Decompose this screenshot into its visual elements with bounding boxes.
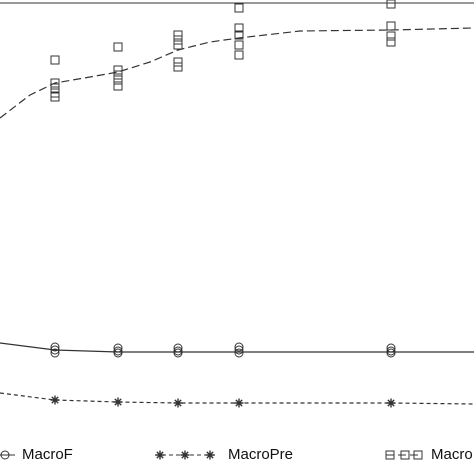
- marker-circle: [113, 348, 123, 358]
- marker-square: [113, 65, 123, 75]
- marker-square: [173, 62, 183, 72]
- legend-label: MacroPre: [228, 446, 293, 463]
- marker-square: [413, 450, 423, 460]
- marker-asterisk: [205, 450, 215, 460]
- marker-circle: [50, 345, 60, 355]
- marker-asterisk: [50, 395, 60, 405]
- marker-square: [50, 78, 60, 88]
- marker-square: [234, 40, 244, 50]
- marker-square: [173, 35, 183, 45]
- marker-circle: [234, 348, 244, 358]
- marker-square: [113, 75, 123, 85]
- marker-square: [113, 81, 123, 91]
- marker-asterisk: [234, 398, 244, 408]
- marker-square: [173, 40, 183, 50]
- marker-asterisk: [173, 398, 183, 408]
- marker-circle: [50, 348, 60, 358]
- marker-square: [234, 3, 244, 13]
- marker-square: [386, 31, 396, 41]
- marker-circle: [50, 342, 60, 352]
- marker-asterisk: [180, 450, 190, 460]
- marker-square: [234, 30, 244, 40]
- marker-square: [113, 70, 123, 80]
- marker-square: [234, 23, 244, 33]
- marker-circle: [173, 348, 183, 358]
- marker-square: [50, 55, 60, 65]
- marker-asterisk: [155, 450, 165, 460]
- marker-circle: [386, 348, 396, 358]
- marker-circle: [113, 343, 123, 353]
- marker-square: [386, 21, 396, 31]
- marker-circle: [234, 345, 244, 355]
- marker-circle: [386, 343, 396, 353]
- marker-square: [173, 30, 183, 40]
- marker-square: [50, 92, 60, 102]
- marker-circle: [0, 450, 10, 460]
- marker-circle: [173, 343, 183, 353]
- marker-square: [173, 57, 183, 67]
- marker-square: [50, 83, 60, 93]
- marker-asterisk: [113, 397, 123, 407]
- marker-square: [400, 450, 410, 460]
- legend-label: Macro: [431, 446, 473, 463]
- marker-circle: [234, 342, 244, 352]
- marker-square: [385, 450, 395, 460]
- legend-label: MacroF: [22, 446, 73, 463]
- marker-square: [386, 0, 396, 9]
- marker-square: [386, 37, 396, 47]
- marker-square: [234, 50, 244, 60]
- marker-asterisk: [386, 398, 396, 408]
- marker-square: [113, 42, 123, 52]
